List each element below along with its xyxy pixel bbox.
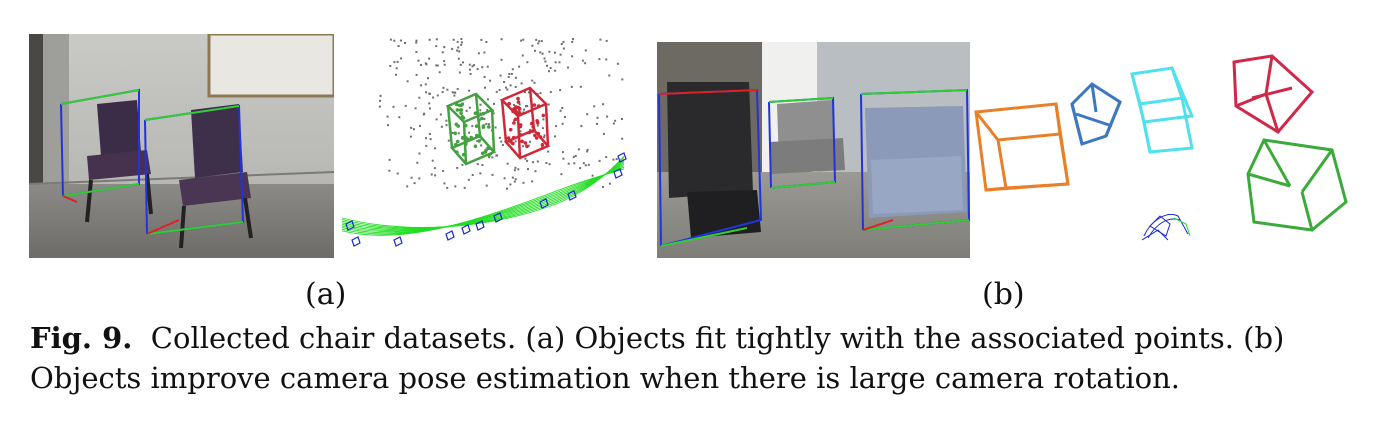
camera-trajectory-a	[341, 155, 625, 236]
camera-frustums-a	[345, 152, 627, 247]
cube-green	[1246, 138, 1348, 232]
cube-cyan	[1130, 66, 1195, 154]
caption-line-1: Fig. 9. Collected chair datasets. (a) Ob…	[30, 318, 1375, 358]
object-cube-green	[445, 92, 497, 166]
chair-b-left	[667, 82, 761, 238]
figure-number: Fig. 9.	[30, 321, 133, 355]
photo-chairs-b	[657, 42, 970, 258]
point-cloud-points	[378, 38, 624, 190]
wireframe-objects-b	[972, 40, 1372, 262]
camera-trajectory-b	[1141, 214, 1191, 241]
cube-orange	[974, 102, 1070, 192]
panel-label-a: (a)	[305, 277, 347, 312]
caption-line-2: Objects improve camera pose estimation w…	[30, 361, 1180, 395]
chair-b-middle	[769, 100, 845, 174]
photo-chairs-a	[29, 34, 334, 258]
cube-crimson	[1232, 54, 1315, 134]
bounding-boxes-b	[658, 88, 970, 247]
chair-b-right	[865, 106, 967, 218]
chair-left	[85, 100, 153, 223]
figure-caption: Fig. 9. Collected chair datasets. (a) Ob…	[30, 318, 1375, 398]
caption-text-1: Collected chair datasets. (a) Objects fi…	[150, 321, 1285, 355]
cube-blue	[1070, 82, 1122, 146]
chair-right	[179, 104, 253, 249]
pointcloud-a	[336, 34, 628, 258]
bounding-box-right	[144, 104, 245, 235]
panel-label-b: (b)	[982, 277, 1025, 312]
bounding-box-left	[60, 88, 140, 203]
object-cube-red	[499, 86, 551, 160]
